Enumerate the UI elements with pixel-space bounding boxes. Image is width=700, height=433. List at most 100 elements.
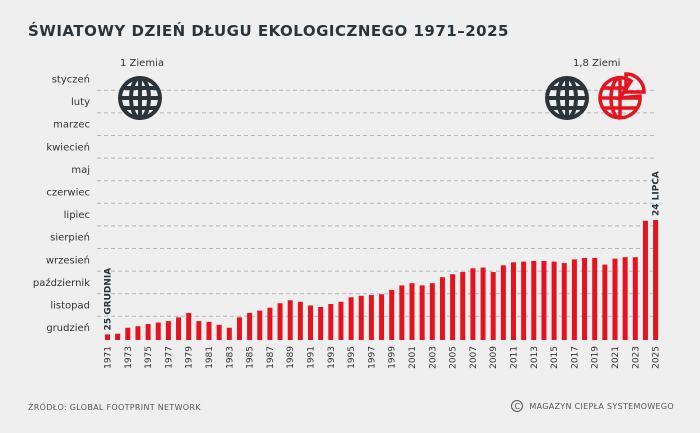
copyright-icon: C	[511, 400, 524, 412]
annotation-2025: 24 LIPCA	[652, 171, 662, 216]
x-tick-label: 2007	[469, 346, 479, 369]
x-tick-label: 2009	[489, 346, 499, 369]
x-tick-label: 1971	[104, 346, 114, 369]
x-tick-label: 1977	[164, 346, 174, 369]
bar-1980	[196, 321, 202, 340]
month-label: grudzień	[46, 322, 90, 334]
bar-1978	[176, 317, 182, 340]
x-tick-label: 1975	[144, 346, 154, 369]
bar-1974	[135, 326, 141, 340]
bar-1991	[308, 305, 313, 340]
x-tick-label: 2021	[611, 346, 621, 369]
bar-1976	[155, 322, 161, 340]
month-label: maj	[71, 165, 90, 176]
bar-1992	[318, 306, 324, 340]
x-tick-label: 1997	[367, 346, 377, 369]
annotations: 25 GRUDNIA 24 LIPCA	[104, 171, 662, 330]
bar-2020	[602, 264, 608, 340]
x-tick-label: 1995	[347, 346, 357, 369]
bar-2023	[632, 257, 638, 340]
bar-2008	[480, 267, 486, 340]
globe-icon	[118, 76, 162, 120]
bar-2017	[571, 259, 577, 340]
source-note: ŹRÓDŁO: GLOBAL FOOTPRINT NETWORK	[28, 403, 201, 412]
bar-2015	[551, 261, 557, 340]
bar-2021	[612, 258, 618, 340]
one-earth-label: 1 Ziemia	[120, 58, 164, 69]
bar-1972	[115, 333, 121, 340]
month-label: marzec	[53, 120, 90, 131]
x-tick-label: 1981	[205, 346, 215, 369]
x-tick-label: 2003	[428, 346, 438, 369]
bar-2004	[439, 277, 445, 340]
month-label: październik	[33, 277, 90, 289]
bar-2003	[429, 283, 435, 340]
bar-1971	[105, 334, 110, 340]
bar-1981	[206, 321, 212, 340]
bar-2007	[470, 268, 476, 340]
x-tick-label: 1989	[286, 346, 296, 369]
x-tick-label: 1985	[246, 346, 256, 369]
month-label: lipiec	[64, 210, 90, 221]
bar-1990	[297, 301, 303, 340]
bar-2019	[592, 257, 598, 340]
bar-2001	[409, 283, 415, 340]
x-tick-label: 1973	[124, 346, 134, 369]
x-tick-label: 1999	[388, 346, 398, 369]
x-tick-label: 2011	[510, 346, 520, 369]
bar-1988	[277, 303, 283, 340]
bar-1997	[368, 295, 374, 340]
bar-1999	[389, 289, 395, 340]
bar-1998	[379, 294, 385, 340]
x-tick-label: 1991	[307, 346, 317, 369]
month-label: kwiecień	[46, 141, 90, 153]
x-axis-tick-labels: 1971 1973 1975 1977 1979 1981 1983 1985 1987 1989…	[104, 346, 662, 369]
bar-1985	[247, 312, 253, 340]
bar-2006	[460, 272, 466, 340]
credit-text: MAGAZYN CIEPŁA SYSTEMOWEGO	[529, 401, 674, 411]
bar-1994	[338, 301, 344, 340]
bar-1983	[226, 327, 232, 340]
bar-1995	[348, 297, 354, 340]
bar-2000	[399, 285, 405, 340]
bar-1979	[186, 312, 192, 340]
x-tick-label: 2025	[652, 346, 662, 369]
x-tick-label: 2005	[449, 346, 459, 369]
y-axis-month-labels: styczeń luty marzec kwiecień maj czerwiec lipi…	[33, 74, 90, 335]
bar-2022	[622, 257, 628, 340]
bar-2009	[490, 272, 496, 340]
globe-icon	[545, 76, 589, 120]
x-tick-label: 2013	[530, 346, 540, 369]
x-tick-label: 2019	[591, 346, 601, 369]
bar-1984	[236, 317, 242, 340]
bar-1987	[267, 307, 273, 340]
bar-1975	[145, 324, 151, 340]
annotation-1971: 25 GRUDNIA	[104, 268, 114, 331]
bar-2013	[531, 260, 537, 340]
partial-globe-icon	[598, 72, 646, 120]
bar-2010	[500, 265, 506, 340]
x-tick-label: 2023	[631, 346, 641, 369]
month-label: czerwiec	[46, 188, 90, 199]
bar-1989	[287, 300, 293, 340]
bar-2002	[419, 285, 425, 340]
x-tick-label: 2015	[550, 346, 560, 369]
bar-1977	[165, 321, 171, 340]
bar-1973	[125, 327, 131, 340]
more-earth-label: 1,8 Ziemi	[573, 58, 620, 69]
x-tick-label: 1979	[185, 346, 195, 369]
chart-title: ŚWIATOWY DZIEŃ DŁUGU EKOLOGICZNEGO 1971–…	[28, 22, 509, 40]
credit: C MAGAZYN CIEPŁA SYSTEMOWEGO	[511, 400, 674, 412]
x-tick-label: 1983	[225, 346, 235, 369]
bar-2024	[642, 220, 648, 340]
bar-2025	[653, 220, 659, 340]
bar-1996	[358, 295, 364, 340]
x-tick-label: 2001	[408, 346, 418, 369]
bars	[105, 220, 659, 340]
month-label: styczeń	[52, 74, 90, 86]
month-label: luty	[71, 97, 90, 108]
bar-2011	[511, 262, 516, 340]
bar-1993	[328, 303, 334, 340]
gridlines	[97, 89, 655, 317]
